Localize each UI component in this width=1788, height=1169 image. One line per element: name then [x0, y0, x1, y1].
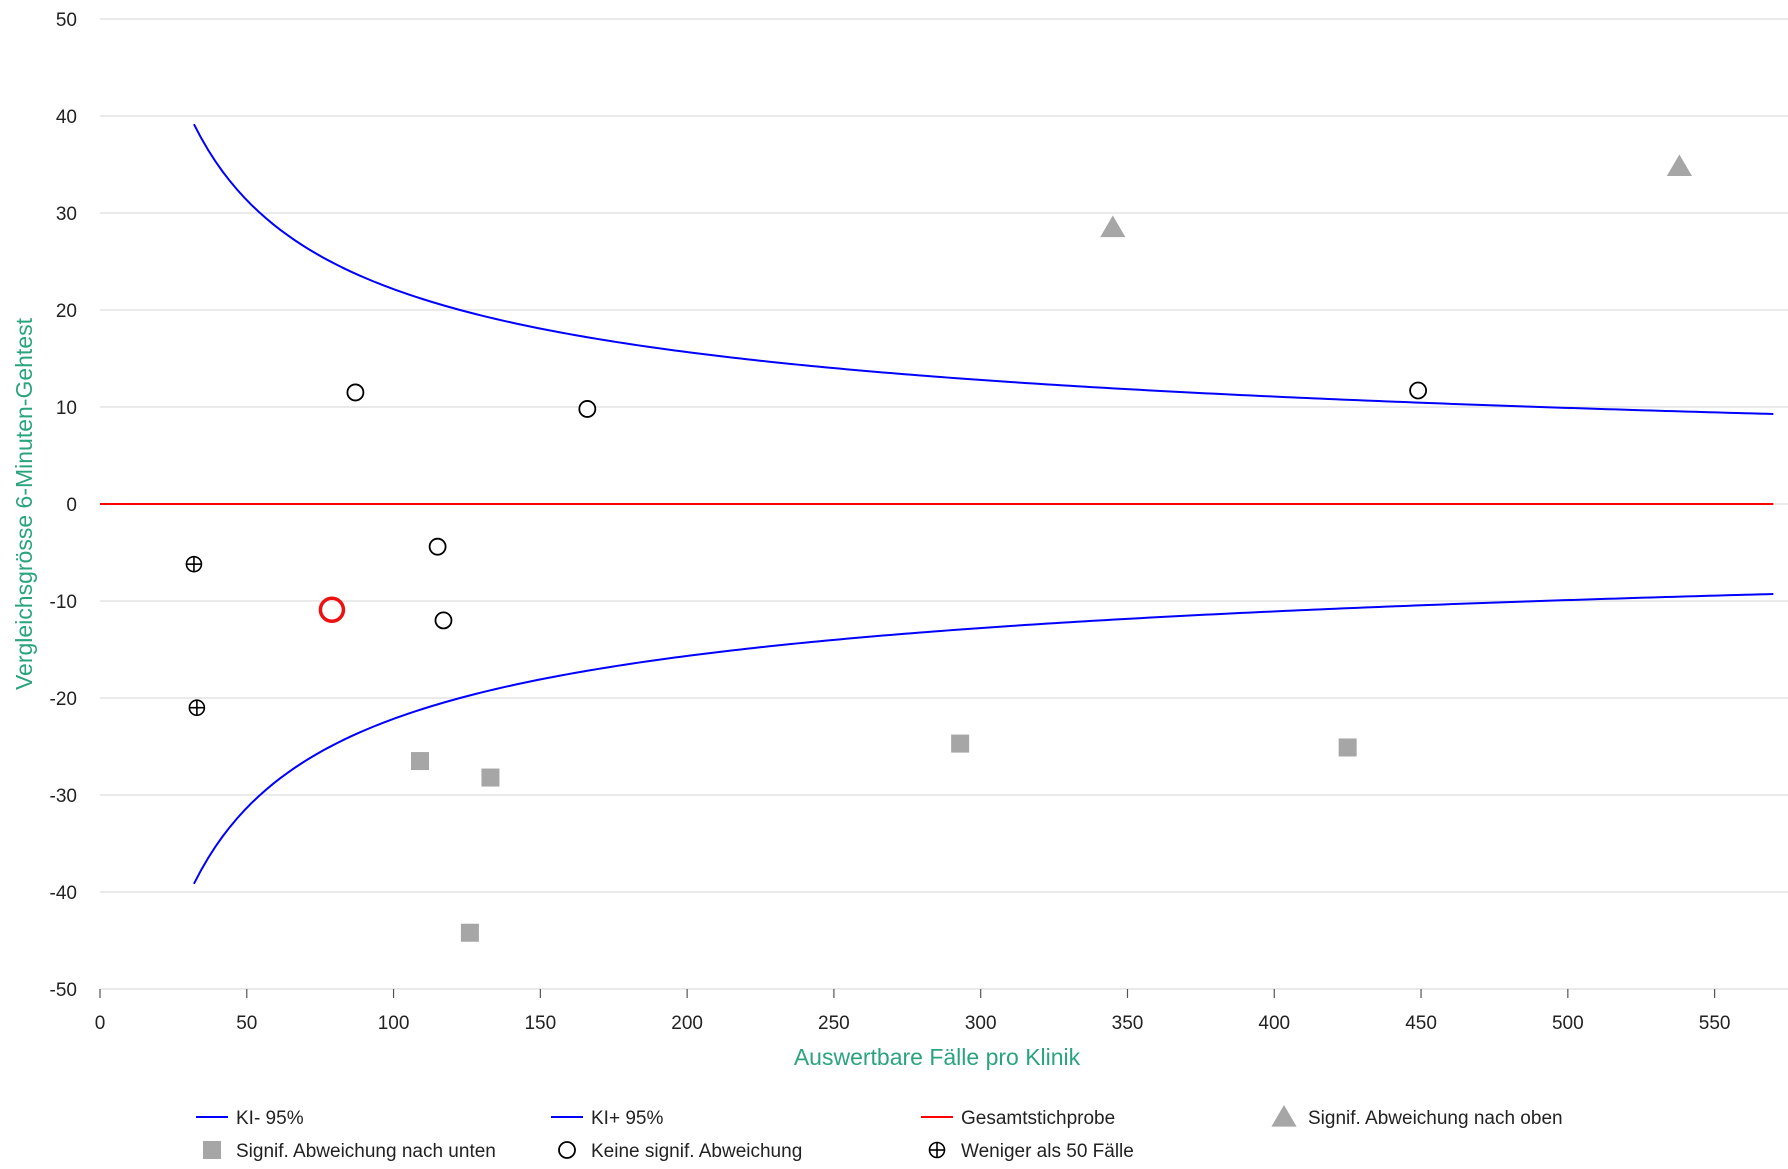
x-tick-label: 0: [95, 1013, 106, 1034]
x-tick-label: 100: [378, 1013, 410, 1034]
legend-label: Signif. Abweichung nach oben: [1308, 1108, 1563, 1129]
x-tick-label: 550: [1699, 1013, 1731, 1034]
x-tick-label: 350: [1112, 1013, 1144, 1034]
y-tick-label: 30: [56, 204, 77, 225]
legend-item: Gesamtstichprobe: [921, 1108, 1115, 1129]
legend-marker-swatch: [1271, 1105, 1297, 1127]
legend-item: Signif. Abweichung nach oben: [1271, 1105, 1563, 1129]
data-point-square: [460, 923, 479, 942]
y-tick-label: 40: [56, 107, 77, 128]
x-tick-label: 500: [1552, 1013, 1584, 1034]
y-tick-label: -40: [50, 883, 77, 904]
legend-label: Weniger als 50 Fälle: [961, 1141, 1134, 1162]
x-tick-label: 450: [1405, 1013, 1437, 1034]
data-point-square: [481, 768, 500, 787]
data-point-circle: [434, 611, 453, 630]
ci-upper-curve: [193, 123, 1774, 416]
legend-marker-swatch: [203, 1141, 221, 1159]
x-axis-title: Auswertbare Fälle pro Klinik: [794, 1044, 1081, 1070]
legend-label: KI- 95%: [236, 1108, 304, 1129]
legend-label: Signif. Abweichung nach unten: [236, 1141, 496, 1162]
series-circle-plus: [185, 555, 206, 717]
ci-lower-curve: [193, 592, 1774, 885]
y-tick-label: -50: [50, 980, 77, 1001]
legend-item: Keine signif. Abweichung: [558, 1141, 802, 1162]
y-tick-label: 50: [56, 10, 77, 31]
legend-item: KI- 95%: [196, 1108, 304, 1129]
legend: KI- 95% KI+ 95% Gesamtstichprobe Signif. Ab…: [196, 1105, 1563, 1162]
y-tick-label: -10: [50, 592, 77, 613]
legend-item: KI+ 95%: [551, 1108, 663, 1129]
data-point-triangle: [1100, 215, 1126, 238]
x-tick-label: 400: [1258, 1013, 1290, 1034]
legend-marker-swatch: [558, 1141, 576, 1159]
series-square: [410, 734, 1357, 942]
series-triangle: [1100, 154, 1692, 238]
legend-marker-swatch: [928, 1141, 946, 1159]
x-axis: 0 50 100 150 200 250 300 350 400 450 500 550: [95, 989, 1731, 1034]
y-tick-label: 0: [66, 495, 77, 516]
legend-item: Signif. Abweichung nach unten: [203, 1141, 496, 1162]
data-point-circle: [346, 383, 365, 402]
y-tick-label: 20: [56, 301, 77, 322]
legend-label: Gesamtstichprobe: [961, 1108, 1115, 1129]
data-point-circle-plus: [185, 555, 203, 573]
highlighted-point: [318, 596, 346, 623]
data-point-square: [1338, 738, 1357, 757]
x-tick-label: 250: [818, 1013, 850, 1034]
data-point-circle: [1409, 381, 1428, 400]
y-tick-label: -20: [50, 689, 77, 710]
data-point-square: [410, 752, 429, 771]
y-tick-label: 10: [56, 398, 77, 419]
data-point-square: [951, 734, 970, 753]
data-point-circle-plus: [188, 699, 206, 717]
x-tick-label: 50: [236, 1013, 257, 1034]
data-point-circle: [428, 537, 447, 556]
legend-label: Keine signif. Abweichung: [591, 1141, 802, 1162]
x-tick-label: 200: [671, 1013, 703, 1034]
x-tick-label: 300: [965, 1013, 997, 1034]
y-axis-title: Vergleichsgrösse 6-Minuten-Gehtest: [11, 317, 37, 690]
x-tick-label: 150: [524, 1013, 556, 1034]
legend-item: Weniger als 50 Fälle: [928, 1141, 1134, 1162]
data-point-circle: [578, 400, 597, 418]
series-circle: [346, 381, 1428, 630]
legend-label: KI+ 95%: [591, 1108, 663, 1129]
y-tick-label: -30: [50, 786, 77, 807]
data-point-triangle: [1666, 154, 1692, 177]
